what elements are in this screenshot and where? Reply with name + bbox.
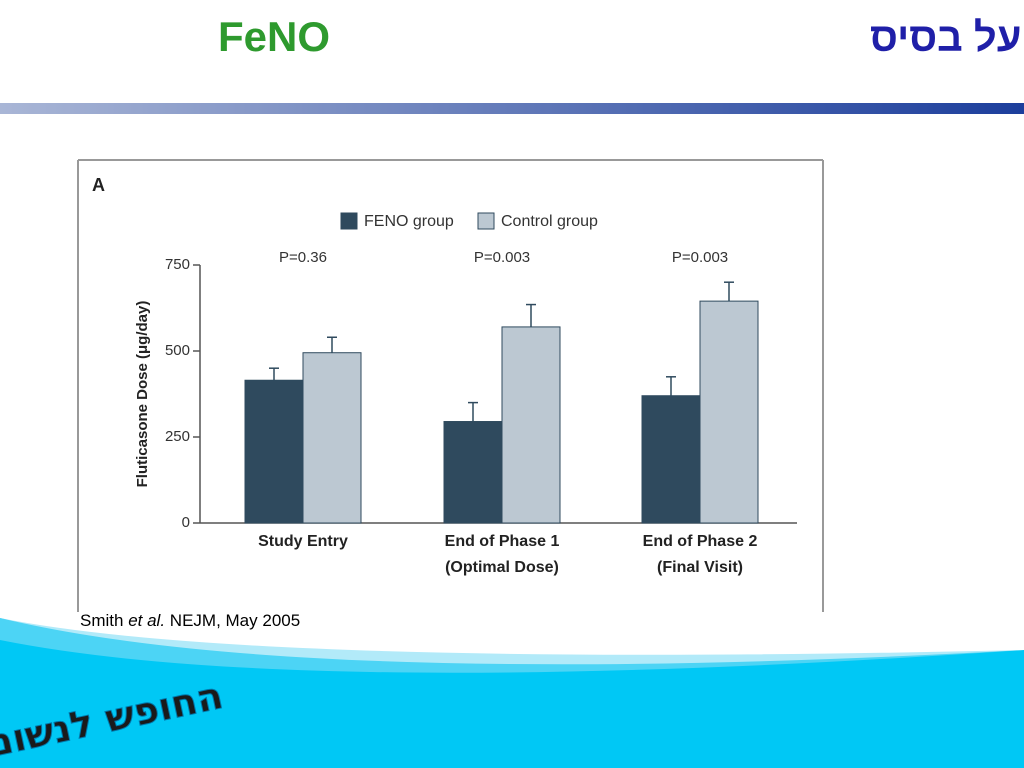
x-tick-label: Study Entry (258, 533, 348, 550)
slide-title-accent: FeNO (218, 13, 330, 60)
header-band (0, 103, 1024, 114)
p-value: P=0.003 (672, 249, 728, 266)
panel-label: A (92, 175, 105, 195)
bar (244, 379, 304, 524)
citation: Smith et al. NEJM, May 2005 (80, 611, 300, 630)
y-tick-label: 500 (165, 342, 190, 359)
legend-swatch (340, 212, 358, 230)
x-tick-label: End of Phase 2 (643, 533, 758, 550)
slide-title: טיפול באסטמה על בסיס (870, 16, 1024, 60)
bar (443, 421, 503, 524)
legend-label: Control group (501, 213, 598, 230)
y-axis-label: Fluticasone Dose (μg/day) (134, 301, 151, 488)
legend-label: FENO group (364, 213, 454, 230)
legend-swatch (477, 212, 495, 230)
x-tick-label: End of Phase 1 (445, 533, 560, 550)
chart-frame (77, 159, 824, 612)
x-tick-label: (Optimal Dose) (445, 559, 559, 576)
p-value: P=0.36 (279, 249, 327, 266)
bar (302, 352, 362, 524)
p-value: P=0.003 (474, 249, 530, 266)
x-tick-label: (Final Visit) (657, 559, 743, 576)
citation-etal: et al. (128, 611, 165, 630)
citation-source: NEJM, May 2005 (170, 611, 300, 630)
bar (641, 395, 701, 524)
citation-author: Smith (80, 611, 123, 630)
wave-highlight (0, 618, 1024, 673)
y-tick-label: 0 (182, 514, 190, 531)
bar (699, 300, 759, 524)
bar (501, 326, 561, 524)
y-tick-label: 250 (165, 428, 190, 445)
y-tick-label: 750 (165, 256, 190, 273)
